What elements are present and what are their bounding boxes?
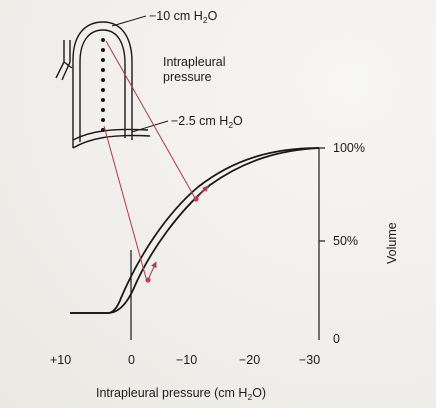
alveolus-dot: [101, 108, 105, 112]
x-axis-title: Intrapleural pressure (cm H2O): [96, 386, 266, 402]
alveolus-dot: [101, 88, 105, 92]
y-axis-title: Volume: [385, 222, 399, 264]
intrapleural-label-line2: pressure: [163, 70, 212, 84]
lung-inner-outline: [79, 29, 126, 142]
x-tick-label-minus30: −30: [299, 353, 320, 367]
base-mapping-line: [103, 125, 147, 279]
apex-mapping-line: [105, 40, 196, 199]
base-point: [145, 277, 151, 283]
y-tick-label-100: 100%: [333, 141, 365, 155]
x-tick-label-plus10: +10: [50, 353, 71, 367]
lung-outer-outline: [72, 21, 133, 148]
bronchus-branch: [63, 61, 73, 69]
lung-illustration: [55, 21, 151, 149]
alveolus-dot: [101, 58, 105, 62]
mapping-arrows: [103, 40, 209, 281]
apex-volume-change-arrow: [195, 185, 209, 200]
axes: [130, 147, 325, 340]
alveolus-dot: [101, 118, 105, 122]
apex-point: [193, 196, 199, 202]
y-tick-label-0: 0: [333, 332, 340, 346]
base-pressure-label: −2.5 cm H2O: [171, 114, 243, 130]
y-tick-label-50: 50%: [333, 234, 358, 248]
intrapleural-label-line1: Intrapleural: [163, 55, 226, 69]
alveoli-dots: [101, 38, 105, 132]
trachea-left: [55, 40, 65, 79]
alveolus-dot: [101, 128, 105, 132]
x-tick-label-minus20: −20: [239, 353, 260, 367]
alveolus-dot: [101, 98, 105, 102]
alveolus-dot: [101, 38, 105, 42]
trachea-right: [61, 40, 71, 81]
lung-base-curve: [72, 134, 151, 149]
inflation-curve: [70, 147, 320, 314]
alveolus-dot: [101, 48, 105, 52]
x-tick-label-0: 0: [128, 353, 135, 367]
alveolus-dot: [101, 78, 105, 82]
alveolus-dot: [101, 68, 105, 72]
top-pressure-leader: [111, 15, 147, 27]
deflation-curve: [70, 147, 320, 314]
base-pressure-leader: [131, 120, 169, 133]
x-tick-label-minus10: −10: [176, 353, 197, 367]
base-volume-change-arrow: [147, 261, 157, 281]
pv-curves: [70, 147, 320, 314]
top-pressure-label: −10 cm H2O: [149, 9, 218, 25]
